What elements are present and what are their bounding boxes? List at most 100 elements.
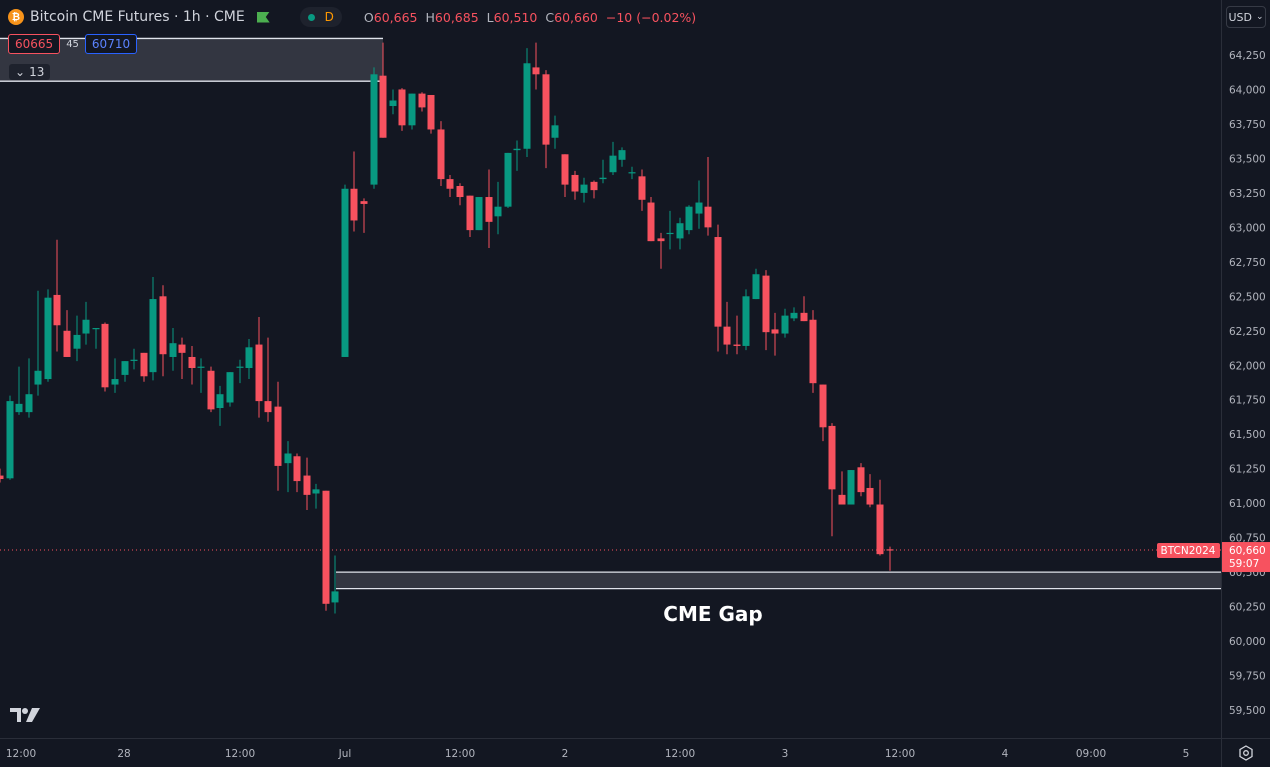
- cme-gap-box[interactable]: [336, 571, 1221, 590]
- candle[interactable]: [685, 205, 693, 235]
- candle[interactable]: [790, 307, 798, 322]
- candle[interactable]: [800, 296, 808, 322]
- currency-selector[interactable]: USD ⌄: [1226, 6, 1266, 28]
- candle[interactable]: [312, 483, 320, 509]
- candle[interactable]: [82, 301, 90, 345]
- candle[interactable]: [236, 359, 244, 384]
- candle[interactable]: [609, 141, 617, 175]
- candle[interactable]: [197, 358, 205, 393]
- candle[interactable]: [379, 42, 387, 138]
- candle[interactable]: [15, 366, 23, 415]
- candle[interactable]: [303, 457, 311, 511]
- candle[interactable]: [121, 361, 129, 382]
- candle[interactable]: [6, 395, 14, 480]
- candle[interactable]: [475, 197, 483, 231]
- candle[interactable]: [762, 270, 770, 351]
- candle[interactable]: [494, 181, 502, 235]
- candle[interactable]: [284, 441, 292, 493]
- candle[interactable]: [159, 285, 167, 377]
- candle[interactable]: [666, 210, 674, 250]
- candle[interactable]: [370, 67, 378, 189]
- candle[interactable]: [809, 310, 817, 393]
- candle[interactable]: [140, 352, 148, 382]
- candle[interactable]: [44, 289, 52, 382]
- candle[interactable]: [828, 423, 836, 537]
- candle[interactable]: [446, 174, 454, 198]
- candle[interactable]: [63, 310, 71, 357]
- candle[interactable]: [523, 48, 531, 158]
- candle[interactable]: [838, 471, 846, 505]
- candle[interactable]: [264, 337, 272, 422]
- price-axis[interactable]: 64,250 64,000 63,750 63,500 63,250 63,000 62,7…: [1221, 0, 1270, 738]
- candle[interactable]: [0, 468, 4, 483]
- candle[interactable]: [657, 232, 665, 269]
- candle[interactable]: [360, 198, 368, 233]
- candle[interactable]: [25, 358, 33, 418]
- candle[interactable]: [408, 93, 416, 130]
- candle[interactable]: [466, 195, 474, 238]
- candle[interactable]: [341, 184, 349, 357]
- candle[interactable]: [857, 463, 865, 497]
- candle[interactable]: [752, 268, 760, 300]
- candle[interactable]: [695, 180, 703, 229]
- candle[interactable]: [638, 169, 646, 211]
- candle[interactable]: [437, 121, 445, 186]
- tradingview-logo-icon[interactable]: [10, 706, 42, 724]
- symbol-title[interactable]: Bitcoin CME Futures · 1h · CME: [30, 9, 245, 25]
- flag-icon[interactable]: [256, 11, 270, 23]
- candle[interactable]: [216, 385, 224, 426]
- candle[interactable]: [866, 474, 874, 508]
- candle[interactable]: [580, 177, 588, 203]
- candle[interactable]: [111, 358, 119, 393]
- candle[interactable]: [781, 308, 789, 338]
- candle[interactable]: [255, 316, 263, 418]
- candle[interactable]: [73, 315, 81, 362]
- candle[interactable]: [571, 170, 579, 200]
- candle[interactable]: [398, 88, 406, 131]
- candle[interactable]: [178, 337, 186, 380]
- candle[interactable]: [628, 166, 636, 180]
- candle[interactable]: [350, 151, 358, 232]
- candle[interactable]: [886, 546, 894, 571]
- candle[interactable]: [207, 366, 215, 413]
- candle[interactable]: [847, 470, 855, 505]
- candle[interactable]: [389, 89, 397, 115]
- candle[interactable]: [485, 169, 493, 249]
- candle[interactable]: [456, 183, 464, 206]
- buy-button[interactable]: 60710: [84, 34, 138, 54]
- candle[interactable]: [542, 70, 550, 169]
- chart-settings-button[interactable]: [1221, 738, 1270, 767]
- candle[interactable]: [771, 312, 779, 356]
- upper-zone-box[interactable]: [0, 37, 383, 82]
- candle[interactable]: [322, 490, 330, 611]
- candle[interactable]: [169, 328, 177, 371]
- sell-button[interactable]: 60665: [8, 34, 61, 54]
- candle[interactable]: [101, 322, 109, 392]
- candle[interactable]: [819, 384, 827, 442]
- candle[interactable]: [704, 157, 712, 236]
- candle[interactable]: [714, 224, 722, 352]
- candle[interactable]: [188, 345, 196, 385]
- candle[interactable]: [274, 381, 282, 491]
- candle[interactable]: [504, 152, 512, 209]
- time-axis[interactable]: 12:00 28 12:00 Jul 12:00 2 12:00 3 12:00 4 09:00 5: [0, 738, 1221, 767]
- candle[interactable]: [513, 140, 521, 171]
- candle[interactable]: [599, 159, 607, 184]
- candle[interactable]: [418, 92, 426, 112]
- market-status-pill[interactable]: D: [299, 7, 342, 27]
- candle[interactable]: [34, 290, 42, 396]
- candle[interactable]: [532, 42, 540, 90]
- indicators-collapse-button[interactable]: ⌄ 13: [9, 64, 51, 80]
- candle[interactable]: [551, 115, 559, 149]
- candle[interactable]: [331, 555, 339, 614]
- candle[interactable]: [733, 315, 741, 355]
- candle[interactable]: [245, 339, 253, 380]
- candle[interactable]: [647, 197, 655, 242]
- candle[interactable]: [561, 154, 569, 198]
- candle[interactable]: [226, 372, 234, 407]
- candle[interactable]: [618, 147, 626, 167]
- candle[interactable]: [130, 348, 138, 370]
- candle[interactable]: [676, 217, 684, 250]
- candle[interactable]: [53, 239, 61, 352]
- candle[interactable]: [149, 277, 157, 381]
